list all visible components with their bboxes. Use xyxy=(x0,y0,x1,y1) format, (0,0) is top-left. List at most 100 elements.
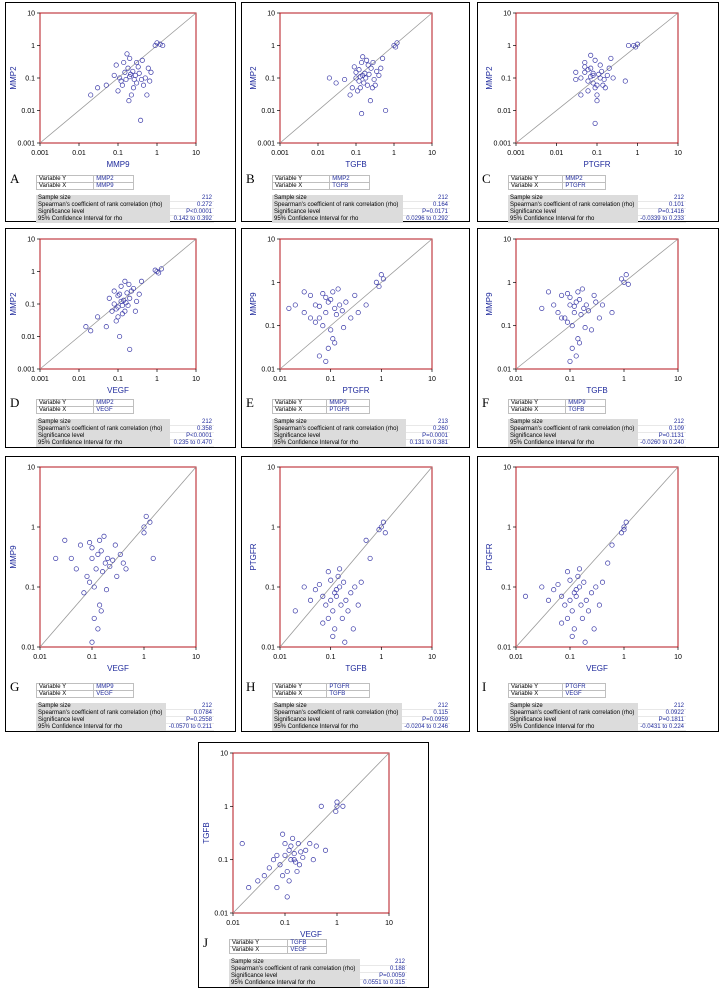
variable-value: MMP2 xyxy=(329,175,370,183)
stat-name: 95% Confidence Interval for rho xyxy=(508,439,638,447)
data-point xyxy=(112,542,118,548)
data-point xyxy=(68,555,74,561)
stat-value: P=0.0059 xyxy=(360,972,407,980)
plot-frame xyxy=(515,466,679,648)
data-point xyxy=(130,85,137,91)
data-point xyxy=(266,865,272,871)
data-point xyxy=(139,57,145,63)
data-point xyxy=(366,71,372,77)
data-point xyxy=(301,584,307,590)
stats-row: 95% Confidence Interval for rho 0.235 to … xyxy=(36,439,214,447)
y-axis-label: MMP2 xyxy=(9,292,18,316)
data-point xyxy=(284,894,290,900)
variable-name: Variable X xyxy=(35,690,95,698)
data-point xyxy=(363,302,369,308)
data-point xyxy=(573,299,579,305)
stats-table: Sample size 212 Spearman's coefficient of … xyxy=(272,703,450,731)
variable-value: PTGFR xyxy=(326,406,370,414)
data-point xyxy=(89,639,95,645)
data-point xyxy=(320,323,326,329)
stat-name: Sample size xyxy=(508,195,638,202)
data-point xyxy=(293,859,299,865)
variable-row: Variable X VEGF xyxy=(507,690,606,698)
x-tick-label: 0.001 xyxy=(31,150,49,157)
y-tick-label: 0.01 xyxy=(21,645,35,652)
data-point xyxy=(581,579,587,585)
stat-value: 0.115 xyxy=(401,709,450,717)
data-point xyxy=(621,527,627,533)
x-tick-label: 0.001 xyxy=(271,150,289,157)
x-tick-label: 0.001 xyxy=(31,376,49,383)
panel-i: 0.01 0.1 1 10 0.01 0.1 1 10 VEGF PTGFR I Variable Y… xyxy=(477,456,719,732)
x-axis-label: VEGF xyxy=(300,930,322,939)
stat-value: 0.109 xyxy=(637,425,686,433)
data-point xyxy=(109,308,115,314)
variable-row: Variable Y PTGFR xyxy=(271,683,370,691)
data-point xyxy=(114,573,120,579)
plot-frame xyxy=(515,238,679,370)
y-tick-label: 1 xyxy=(507,525,511,532)
data-point xyxy=(286,305,292,311)
data-point xyxy=(320,593,326,599)
stat-value: 212 xyxy=(166,703,214,710)
stats-row: 95% Confidence Interval for rho -0.0260 t… xyxy=(508,439,686,447)
data-point xyxy=(326,75,332,81)
variable-row: Variable X TGFB xyxy=(271,182,370,190)
stat-name: 95% Confidence Interval for rho xyxy=(272,215,404,223)
y-tick-label: 0.01 xyxy=(21,108,35,115)
stats-row: Significance level P=0.1131 xyxy=(508,432,686,440)
y-tick-label: 1 xyxy=(271,280,275,287)
y-tick-label: 0.01 xyxy=(214,911,228,918)
scatter-chart: 0.001 0.01 0.1 1 10 0.001 0.01 0.1 1 10 TGFB MMP2 xyxy=(249,11,436,170)
stats-table: Sample size 213 Spearman's coefficient of … xyxy=(272,419,450,447)
y-tick-label: 1 xyxy=(271,525,275,532)
x-tick-label: 10 xyxy=(192,150,200,157)
stat-name: 95% Confidence Interval for rho xyxy=(508,723,638,731)
data-point xyxy=(95,551,101,557)
stat-name: Significance level xyxy=(272,208,404,216)
reference-line xyxy=(279,466,433,648)
data-point xyxy=(300,854,306,861)
y-tick-label: 1 xyxy=(271,43,275,50)
stat-value: -0.0431 to 0.224 xyxy=(637,723,686,731)
variable-name: Variable X xyxy=(507,690,564,698)
stats-row: 95% Confidence Interval for rho 0.0296 to… xyxy=(272,215,450,223)
x-tick-label: 0.01 xyxy=(550,150,564,157)
data-point xyxy=(573,76,579,83)
variable-value: TGFB xyxy=(326,690,370,698)
data-point xyxy=(588,327,595,333)
y-tick-label: 0.01 xyxy=(21,334,35,341)
stat-name: Spearman's coefficient of rank correlati… xyxy=(508,709,638,717)
stats-row: Spearman's coefficient of rank correlati… xyxy=(508,709,686,717)
data-point xyxy=(588,65,594,71)
variable-name: Variable X xyxy=(271,182,331,190)
x-tick-label: 1 xyxy=(622,376,626,383)
data-point xyxy=(343,299,349,305)
x-axis-label: PTGFR xyxy=(342,386,369,395)
data-point xyxy=(575,289,581,295)
data-point xyxy=(62,537,68,543)
stat-value: P=0.1416 xyxy=(637,208,686,216)
data-point xyxy=(348,315,354,321)
data-point xyxy=(353,75,359,81)
data-point xyxy=(588,52,594,58)
data-point xyxy=(136,291,142,297)
variable-value: MMP9 xyxy=(93,182,134,190)
data-point xyxy=(83,324,89,330)
data-point xyxy=(103,82,109,88)
data-point xyxy=(140,82,147,88)
data-point xyxy=(578,312,584,318)
stat-name: Significance level xyxy=(508,208,638,216)
x-axis-label: VEGF xyxy=(107,386,129,395)
data-point xyxy=(160,42,166,49)
data-point xyxy=(592,120,598,126)
data-point xyxy=(341,325,347,331)
data-point xyxy=(102,560,108,566)
data-point xyxy=(573,587,579,593)
y-tick-label: 1 xyxy=(507,280,511,287)
data-point xyxy=(138,117,144,123)
x-tick-label: 10 xyxy=(428,376,436,383)
data-point xyxy=(609,542,615,548)
data-point xyxy=(569,345,575,351)
data-point xyxy=(588,74,594,80)
